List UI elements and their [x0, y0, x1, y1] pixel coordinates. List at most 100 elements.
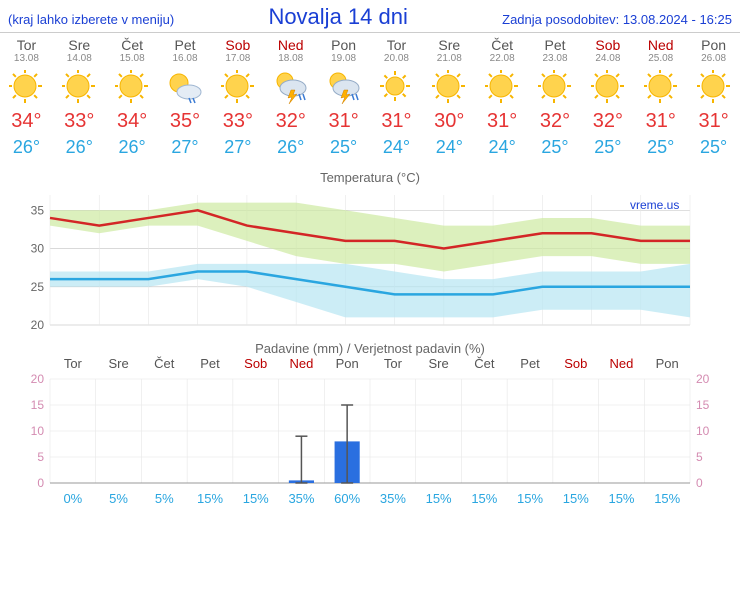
precip-probability: 15% — [507, 491, 553, 506]
precip-probability: 35% — [279, 491, 325, 506]
forecast-day: Pet16.08 35° 27° — [159, 33, 212, 164]
svg-text:5: 5 — [37, 450, 44, 464]
low-temp: 24° — [423, 137, 476, 158]
svg-text:10: 10 — [31, 424, 45, 438]
last-update: Zadnja posodobitev: 13.08.2024 - 16:25 — [502, 12, 732, 27]
page-title: Novalja 14 dni — [268, 4, 407, 30]
weather-icon — [106, 70, 159, 104]
precip-probability: 15% — [187, 491, 233, 506]
low-temp: 25° — [529, 137, 582, 158]
forecast-day: Sre21.0830°24° — [423, 33, 476, 164]
forecast-day: Tor13.0834°26° — [0, 33, 53, 164]
high-temp: 34° — [106, 110, 159, 133]
precip-probability: 15% — [461, 491, 507, 506]
precip-probability-row: 0%5%5%15%15%35%60%35%15%15%15%15%15%15% — [0, 491, 740, 506]
precip-day-abbr: Sob — [233, 356, 279, 371]
svg-text:0: 0 — [37, 476, 44, 490]
low-temp: 25° — [581, 137, 634, 158]
precip-day-row: TorSreČetPetSobNedPonTorSreČetPetSobNedP… — [0, 356, 740, 371]
day-date: 16.08 — [159, 53, 212, 64]
day-date: 25.08 — [634, 53, 687, 64]
day-abbr: Ned — [264, 37, 317, 53]
day-abbr: Sre — [53, 37, 106, 53]
svg-text:35: 35 — [31, 203, 45, 217]
day-abbr: Čet — [476, 37, 529, 53]
high-temp: 31° — [634, 110, 687, 133]
precip-day-abbr: Pet — [507, 356, 553, 371]
precipitation-chart: 0055101015152020 — [0, 371, 740, 491]
svg-text:20: 20 — [31, 372, 45, 386]
weather-icon — [211, 70, 264, 104]
precip-day-abbr: Čet — [141, 356, 187, 371]
low-temp: 26° — [264, 137, 317, 158]
weather-icon — [0, 70, 53, 104]
day-date: 18.08 — [264, 53, 317, 64]
svg-text:15: 15 — [31, 398, 45, 412]
precip-day-abbr: Tor — [370, 356, 416, 371]
day-date: 20.08 — [370, 53, 423, 64]
precip-probability: 0% — [50, 491, 96, 506]
svg-text:30: 30 — [31, 242, 45, 256]
weather-icon — [476, 70, 529, 104]
precip-day-abbr: Sob — [553, 356, 599, 371]
day-abbr: Pon — [687, 37, 740, 53]
precip-day-abbr: Tor — [50, 356, 96, 371]
weather-icon — [159, 70, 212, 104]
high-temp: 34° — [0, 110, 53, 133]
high-temp: 33° — [211, 110, 264, 133]
forecast-day: Sob24.08 32° 25° — [581, 33, 634, 164]
forecast-day: Sob17.0833°27° — [211, 33, 264, 164]
low-temp: 24° — [476, 137, 529, 158]
precip-probability: 35% — [370, 491, 416, 506]
day-abbr: Pet — [159, 37, 212, 53]
low-temp: 27° — [159, 137, 212, 158]
weather-icon — [264, 70, 317, 104]
day-abbr: Sob — [211, 37, 264, 53]
day-date: 23.08 — [529, 53, 582, 64]
low-temp: 25° — [634, 137, 687, 158]
high-temp: 31° — [370, 110, 423, 133]
precip-probability: 15% — [416, 491, 462, 506]
high-temp: 31° — [476, 110, 529, 133]
location-hint[interactable]: (kraj lahko izberete v meniju) — [8, 12, 174, 27]
high-temp: 33° — [53, 110, 106, 133]
svg-text:20: 20 — [696, 372, 710, 386]
precip-probability: 15% — [644, 491, 690, 506]
svg-text:0: 0 — [696, 476, 703, 490]
weather-icon — [634, 70, 687, 104]
precip-day-abbr: Ned — [599, 356, 645, 371]
high-temp: 35° — [159, 110, 212, 133]
day-abbr: Sob — [581, 37, 634, 53]
day-date: 19.08 — [317, 53, 370, 64]
precip-day-abbr: Pon — [324, 356, 370, 371]
day-abbr: Tor — [370, 37, 423, 53]
forecast-day: Čet22.0831°24° — [476, 33, 529, 164]
svg-text:10: 10 — [696, 424, 710, 438]
day-date: 24.08 — [581, 53, 634, 64]
forecast-day: Tor20.0831°24° — [370, 33, 423, 164]
precip-day-abbr: Pon — [644, 356, 690, 371]
high-temp: 32° — [581, 110, 634, 133]
day-date: 21.08 — [423, 53, 476, 64]
svg-text:25: 25 — [31, 280, 45, 294]
weather-icon — [53, 70, 106, 104]
low-temp: 27° — [211, 137, 264, 158]
precip-probability: 15% — [599, 491, 645, 506]
precip-day-abbr: Sre — [416, 356, 462, 371]
forecast-strip: Tor13.0834°26°Sre14.0833°26°Čet15.0834°2… — [0, 32, 740, 164]
svg-text:15: 15 — [696, 398, 710, 412]
precip-probability: 15% — [233, 491, 279, 506]
precip-day-abbr: Ned — [279, 356, 325, 371]
precip-probability: 15% — [553, 491, 599, 506]
high-temp: 32° — [529, 110, 582, 133]
precip-chart-title: Padavine (mm) / Verjetnost padavin (%) — [0, 341, 740, 356]
header: (kraj lahko izberete v meniju) Novalja 1… — [0, 0, 740, 32]
low-temp: 26° — [106, 137, 159, 158]
weather-icon — [687, 70, 740, 104]
forecast-day: Ned25.0831°25° — [634, 33, 687, 164]
day-abbr: Pon — [317, 37, 370, 53]
day-date: 14.08 — [53, 53, 106, 64]
forecast-day: Pet23.0832°25° — [529, 33, 582, 164]
high-temp: 31° — [687, 110, 740, 133]
svg-text:20: 20 — [31, 318, 45, 332]
